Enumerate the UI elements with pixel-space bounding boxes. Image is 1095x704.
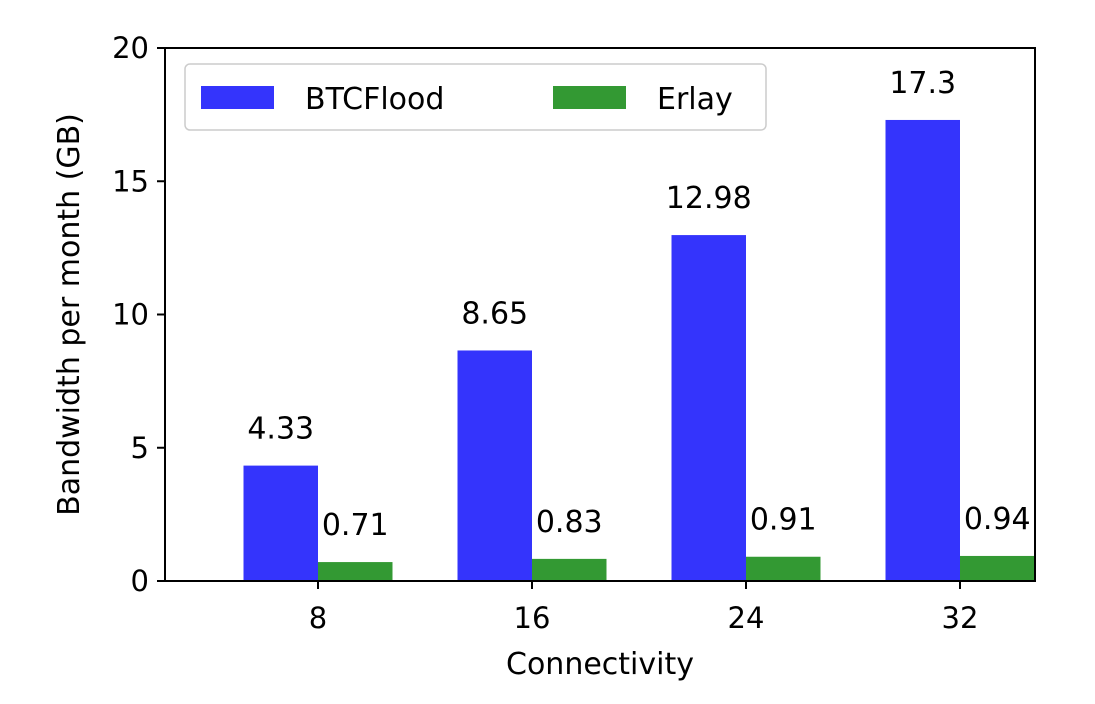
x-axis-ticks: 8 16 24 32 — [309, 581, 979, 635]
y-tick-label-5: 5 — [131, 431, 149, 465]
legend-swatch-btcflood — [201, 86, 274, 109]
data-label-btcflood-8: 4.33 — [247, 412, 314, 447]
data-labels-group: 4.33 8.65 12.98 17.3 0.71 0.83 0.91 0.94 — [247, 66, 1030, 543]
y-axis-label: Bandwidth per month (GB) — [52, 113, 87, 516]
bar-erlay-16 — [532, 558, 607, 581]
bar-btcflood-8 — [243, 465, 318, 581]
legend-swatch-erlay — [553, 86, 626, 109]
bars-group — [243, 119, 1035, 581]
y-tick-label-20: 20 — [112, 31, 149, 65]
bar-btcflood-16 — [457, 350, 532, 581]
data-label-btcflood-16: 8.65 — [461, 296, 528, 331]
x-tick-label-8: 8 — [309, 601, 327, 635]
x-tick-label-32: 32 — [942, 601, 979, 635]
y-axis-ticks: 0 5 10 15 20 — [112, 31, 165, 598]
legend-box — [184, 63, 767, 131]
y-tick-label-0: 0 — [131, 564, 149, 598]
data-label-erlay-16: 0.83 — [536, 505, 603, 540]
x-axis-label: Connectivity — [506, 647, 694, 682]
x-tick-label-24: 24 — [728, 601, 765, 635]
x-tick-label-16: 16 — [514, 601, 551, 635]
bar-erlay-24 — [746, 556, 821, 581]
bar-erlay-8 — [318, 562, 393, 581]
data-label-btcflood-24: 12.98 — [666, 181, 752, 216]
y-tick-label-10: 10 — [112, 298, 149, 332]
data-label-btcflood-32: 17.3 — [889, 66, 956, 101]
bar-erlay-32 — [960, 555, 1035, 581]
bar-btcflood-24 — [671, 235, 746, 581]
data-label-erlay-32: 0.94 — [964, 502, 1031, 537]
y-tick-label-15: 15 — [112, 164, 149, 198]
data-label-erlay-24: 0.91 — [750, 503, 817, 538]
legend-label-btcflood: BTCFlood — [305, 82, 444, 117]
bar-btcflood-32 — [885, 119, 960, 581]
legend: BTCFlood Erlay — [184, 63, 767, 131]
legend-label-erlay: Erlay — [657, 82, 733, 117]
data-label-erlay-8: 0.71 — [322, 508, 389, 543]
